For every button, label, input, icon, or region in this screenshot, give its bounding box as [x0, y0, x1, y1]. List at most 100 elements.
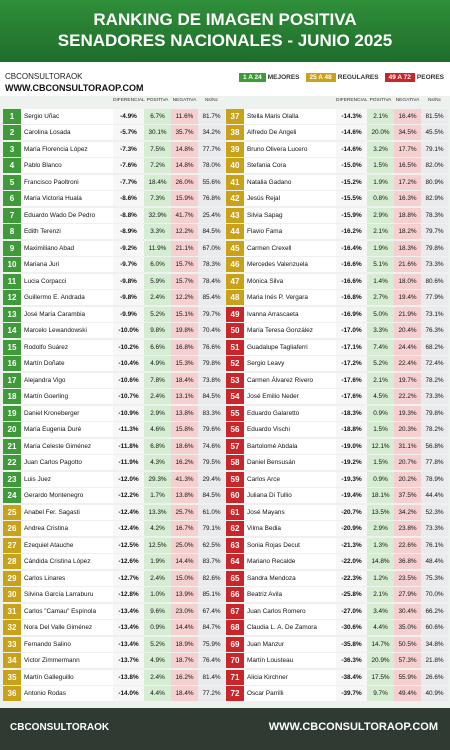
column-header: DIFERENCIAL — [113, 98, 145, 103]
subheader: CBCONSULTORAOK WWW.CBCONSULTORAOP.COM 1 … — [0, 62, 450, 96]
name: Francisco Paoltroni — [21, 174, 113, 190]
cell: 3.2% — [367, 141, 394, 157]
cell: -19.4% — [336, 488, 367, 503]
brand-site: WWW.CBCONSULTORAOP.COM — [5, 83, 144, 93]
name: Eduardo Wado De Pedro — [21, 207, 113, 223]
name: Victor Zimmermann — [21, 653, 113, 668]
table-row: 64 Mariano Recalde -22.0% 14.8% 36.8% 48.4% — [226, 554, 448, 570]
table-row: 54 José Emilio Neder -17.6% 4.5% 22.2% 73.3% — [226, 389, 448, 405]
cell: -12.8% — [113, 587, 144, 602]
cell: 34.8% — [421, 636, 448, 652]
cell: 1.4% — [367, 273, 394, 289]
name: Maria Inés P. Vergara — [244, 290, 336, 305]
cell: -17.1% — [336, 339, 367, 355]
cell: -14.6% — [336, 125, 367, 140]
cell: -16.2% — [336, 224, 367, 239]
cell: 20.2% — [394, 471, 421, 487]
cell: 79.7% — [421, 224, 448, 239]
rank: 35 — [3, 669, 21, 685]
cell: 20.7% — [394, 455, 421, 470]
cell: 3.4% — [367, 603, 394, 619]
cell: 80.6% — [421, 273, 448, 289]
cell: 85.1% — [198, 587, 225, 602]
table-row: 23 Luis Juez -12.0% 29.3% 41.3% 29.4% — [3, 471, 225, 487]
rank: 47 — [226, 273, 244, 289]
name: Stefania Cora — [244, 158, 336, 173]
name: Martín Doñate — [21, 356, 113, 371]
name: Carlos Linares — [21, 570, 113, 586]
rank: 12 — [3, 290, 21, 305]
cell: 2.1% — [367, 372, 394, 388]
rank: 41 — [226, 174, 244, 190]
cell: 7.5% — [144, 141, 171, 157]
column-header: Ns/Nc — [427, 98, 442, 103]
cell: 26.6% — [421, 669, 448, 685]
cell: 17.2% — [394, 174, 421, 190]
cell: 22.2% — [394, 389, 421, 404]
cell: -16.6% — [336, 257, 367, 272]
table-row: 47 Mónica Silva -16.6% 1.4% 18.0% 80.6% — [226, 273, 448, 289]
cell: 76.3% — [421, 323, 448, 338]
cell: 15.1% — [171, 306, 198, 322]
table-row: 14 Marcelo Lewandowski -10.0% 9.8% 19.8% 70.4… — [3, 323, 225, 339]
rank: 63 — [226, 537, 244, 553]
rank: 31 — [3, 603, 21, 619]
cell: -19.2% — [336, 455, 367, 470]
rank: 34 — [3, 653, 21, 668]
table-row: 20 María Eugenia Duré -11.3% 4.6% 15.8% 79.6% — [3, 422, 225, 438]
name: Ivanna Arrascaeta — [244, 306, 336, 322]
cell: 48.4% — [421, 554, 448, 569]
name: Cándida Cristina López — [21, 554, 113, 569]
cell: 14.4% — [171, 554, 198, 569]
rank: 3 — [3, 141, 21, 157]
cell: 61.0% — [198, 504, 225, 520]
rank: 62 — [226, 521, 244, 536]
cell: -10.0% — [113, 323, 144, 338]
legend-item: 25 A 48 REGULARES — [305, 73, 379, 82]
cell: 18.2% — [394, 224, 421, 239]
cell: 20.0% — [367, 125, 394, 140]
table-row: 44 Flavio Fama -16.2% 2.1% 18.2% 79.7% — [226, 224, 448, 240]
cell: -15.5% — [336, 191, 367, 206]
rank: 71 — [226, 669, 244, 685]
cell: 1.5% — [367, 455, 394, 470]
rank: 21 — [3, 438, 21, 454]
table-row: 27 Ezequiel Atauche -12.5% 12.5% 25.0% 62.5% — [3, 537, 225, 553]
cell: 76.4% — [198, 653, 225, 668]
rank: 66 — [226, 587, 244, 602]
cell: 30.4% — [394, 603, 421, 619]
cell: 2.4% — [144, 389, 171, 404]
header: RANKING DE IMAGEN POSITIVA SENADORES NAC… — [0, 0, 450, 62]
rank: 54 — [226, 389, 244, 404]
rank: 28 — [3, 554, 21, 569]
cell: 18.7% — [171, 653, 198, 668]
cell: 13.8% — [171, 405, 198, 421]
cell: -12.0% — [113, 471, 144, 487]
cell: 1.0% — [144, 587, 171, 602]
cell: 73.3% — [421, 257, 448, 272]
rank: 11 — [3, 273, 21, 289]
name: Daniel Bensusán — [244, 455, 336, 470]
cell: 52.3% — [421, 504, 448, 520]
cell: 15.3% — [171, 356, 198, 371]
cell: 56.8% — [421, 438, 448, 454]
table-row: 4 Pablo Blanco -7.6% 7.2% 14.8% 78.0% — [3, 158, 225, 174]
rank: 70 — [226, 653, 244, 668]
cell: 31.1% — [394, 438, 421, 454]
name: Mónica Silva — [244, 273, 336, 289]
cell: 2.1% — [367, 587, 394, 602]
rank: 69 — [226, 636, 244, 652]
cell: -20.7% — [336, 504, 367, 520]
name: Carmen Álvarez Rivero — [244, 372, 336, 388]
name: Luis Juez — [21, 471, 113, 487]
name: Silvia Sapag — [244, 207, 336, 223]
name: Claudia L. A. De Zamora — [244, 620, 336, 635]
column-header: POSITIVA — [369, 98, 392, 103]
table-row: 8 Edith Terenzi -8.9% 3.3% 12.2% 84.5% — [3, 224, 225, 240]
cell: -7.3% — [113, 141, 144, 157]
cell: 78.3% — [421, 207, 448, 223]
cell: 17.5% — [367, 669, 394, 685]
cell: 0.9% — [367, 405, 394, 421]
name: Eduardo Galaretto — [244, 405, 336, 421]
rank: 40 — [226, 158, 244, 173]
